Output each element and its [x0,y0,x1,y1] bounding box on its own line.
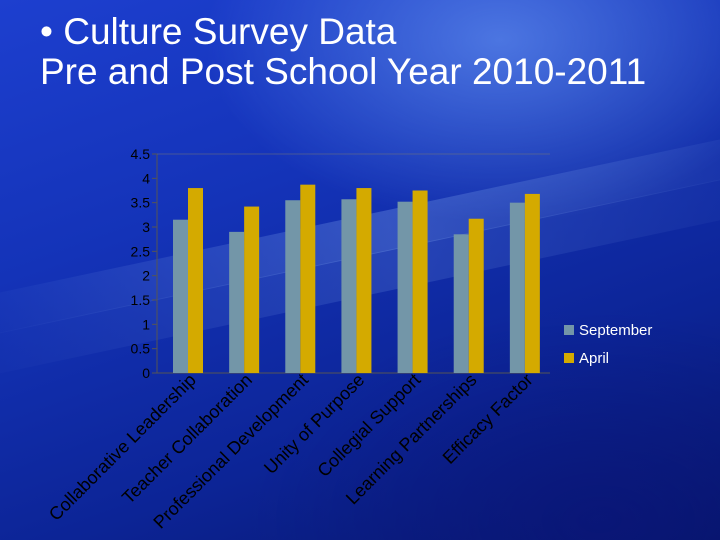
legend-label: April [579,350,609,367]
bar-september [173,219,188,373]
bar-april [356,188,372,373]
bar-september [341,199,357,373]
x-category-label: Unity of Purpose [260,370,368,478]
y-tick-label: 0.5 [131,341,151,357]
y-tick-label: 4 [142,170,150,186]
legend-swatch-september [564,325,574,335]
y-tick-label: 1.5 [131,292,151,308]
y-tick-label: 0 [142,365,150,381]
bar-april [188,188,203,373]
x-category-label: Collegial Support [313,370,424,481]
y-tick-label: 2 [142,268,150,284]
y-tick-label: 3.5 [131,195,151,211]
y-tick-label: 4.5 [131,146,151,162]
bar-september [285,200,301,373]
bar-april [468,218,484,373]
bar-september [509,202,525,373]
y-tick-label: 2.5 [131,243,151,259]
y-tick-label: 3 [142,219,150,235]
legend-swatch-april [564,353,574,363]
bar-april [524,193,540,373]
bar-april [244,206,260,373]
bar-april [412,190,428,373]
bar-september [397,201,413,373]
bar-september [229,231,245,373]
legend-label: September [579,322,652,339]
bar-april [300,184,316,373]
bar-september [453,234,469,373]
slide-title: • Culture Survey Data Pre and Post Schoo… [40,11,647,92]
y-tick-label: 1 [142,316,150,332]
